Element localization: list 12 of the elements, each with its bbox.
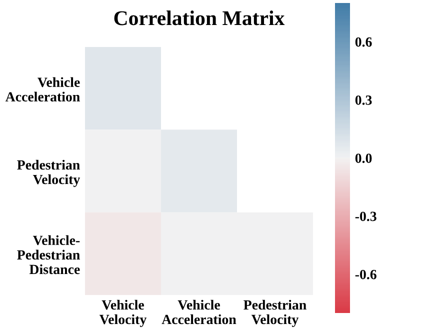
color-bar-label: -0.3	[355, 212, 376, 222]
chart-title: Correlation Matrix	[114, 10, 285, 26]
color-bar-label: 0.3	[355, 95, 372, 105]
color-bar-label: 0.6	[355, 37, 372, 47]
color-bar-label: -0.6	[355, 270, 376, 280]
x-tick-label: Pedestrian Velocity	[244, 300, 306, 328]
y-tick-label: Pedestrian Velocity	[17, 160, 80, 188]
color-bar-label: 0.0	[355, 154, 372, 164]
x-tick-label: Vehicle Velocity	[99, 300, 147, 328]
y-tick-label: Vehicle- Pedestrian Distance	[17, 235, 80, 274]
x-tick-label: Vehicle Acceleration	[162, 300, 236, 324]
y-tick-label: Vehicle Acceleration	[5, 77, 80, 102]
